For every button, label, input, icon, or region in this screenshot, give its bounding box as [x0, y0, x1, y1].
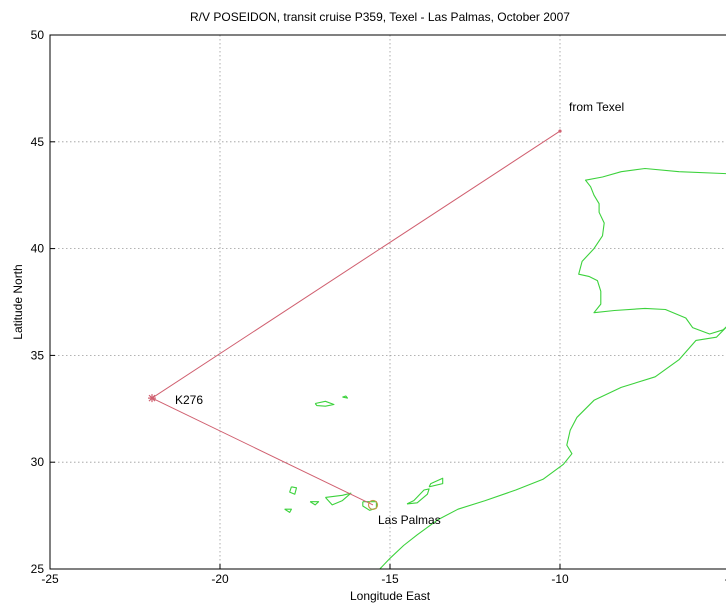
- coastline-el-hierro: [284, 508, 292, 513]
- label-las-palmas: Las Palmas: [378, 513, 441, 527]
- y-tick-label: 50: [31, 28, 45, 42]
- coastline-la-palma: [289, 486, 298, 495]
- y-tick-label: 25: [31, 562, 45, 576]
- x-tick-label: -20: [211, 572, 229, 586]
- x-tick-label: -25: [41, 572, 59, 586]
- y-tick-label: 40: [31, 242, 45, 256]
- coastline-tenerife: [324, 492, 352, 506]
- asterisk-stroke: [148, 394, 156, 402]
- grid: [50, 35, 726, 569]
- y-tick-labels: 25 30 35 40 45 50: [31, 28, 55, 576]
- label-from-texel: from Texel: [569, 100, 624, 114]
- coastline-la-gomera: [309, 501, 320, 506]
- marker-from-texel: [558, 129, 562, 133]
- marker-las-palmas: [367, 499, 379, 511]
- plot-frame: [49, 34, 726, 570]
- coastline-iberia-africa: [379, 167, 726, 569]
- x-tick-label: -5: [725, 572, 726, 586]
- y-axis-label: Latitude North: [11, 264, 25, 339]
- x-tick-label: -15: [381, 572, 399, 586]
- y-tick-label: 30: [31, 455, 45, 469]
- station-markers: from Texel K276 Las Palmas: [148, 100, 624, 527]
- cruise-track: [150, 130, 561, 506]
- x-axis-label: Longitude East: [350, 589, 431, 603]
- coastline-lanzarote: [428, 477, 444, 488]
- track-line: [150, 130, 561, 506]
- label-k276: K276: [175, 393, 203, 407]
- coastline-fuerteventura: [406, 488, 430, 505]
- x-tick-label: -10: [551, 572, 569, 586]
- coastline-porto-santo: [342, 395, 349, 399]
- coastlines: [284, 167, 726, 569]
- marker-k276: [148, 394, 156, 403]
- x-tick-labels: -25 -20 -15 -10 -5: [41, 564, 726, 586]
- y-tick-label: 45: [31, 135, 45, 149]
- coastline-madeira: [314, 400, 335, 407]
- y-tick-label: 35: [31, 348, 45, 362]
- chart-title: R/V POSEIDON, transit cruise P359, Texel…: [190, 10, 570, 24]
